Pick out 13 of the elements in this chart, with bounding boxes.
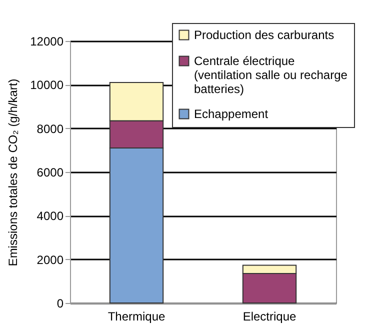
y-tick-label: 6000 <box>36 166 64 180</box>
y-tick-label: 8000 <box>36 122 64 136</box>
y-tick-label: 0 <box>56 296 64 310</box>
x-tick-label: Electrique <box>242 310 296 324</box>
y-tick-label: 2000 <box>36 252 64 267</box>
legend-label: Echappement <box>194 107 269 121</box>
y-tick-label: 4000 <box>36 209 64 224</box>
y-tick-label: 12000 <box>30 34 64 48</box>
y-axis-title: Emissions totales de CO₂ (g/h/kart) <box>6 78 20 266</box>
legend-label: Centrale électrique (ventilation salle ou recharge batteries) <box>194 54 348 96</box>
x-tick-label: Thermique <box>108 310 166 324</box>
y-tick-label: 10000 <box>30 78 64 92</box>
legend-label: Production des carburants <box>194 28 334 42</box>
